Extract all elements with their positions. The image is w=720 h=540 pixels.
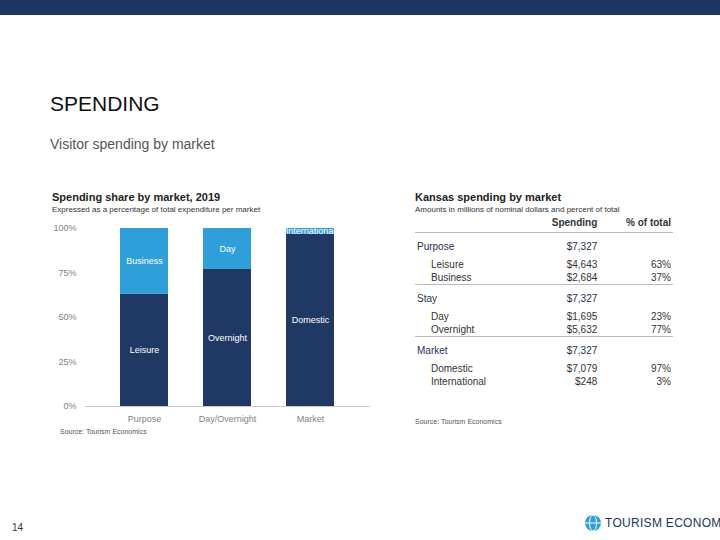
- html-text:$248: $248: [575, 376, 598, 387]
- html-text:$4,643: $4,643: [566, 259, 598, 270]
- html-text:37%: 37%: [651, 272, 671, 283]
- svg-text:Purpose: Purpose: [128, 414, 162, 424]
- html-text:23%: 23%: [651, 311, 671, 322]
- svg-text:Market: Market: [297, 414, 325, 424]
- html-text:$7,079: $7,079: [566, 363, 598, 374]
- svg-text:Leisure: Leisure: [130, 345, 160, 355]
- svg-text:50%: 50%: [58, 312, 76, 322]
- html-text:Source: Tourism Economics: Source: Tourism Economics: [60, 428, 147, 435]
- html-text:Source: Tourism Economics: Source: Tourism Economics: [415, 418, 502, 425]
- html-text:Stay: Stay: [417, 293, 437, 304]
- html-text:97%: 97%: [651, 363, 671, 374]
- html-text:Expressed as a percentage of t: Expressed as a percentage of total expen…: [52, 205, 261, 214]
- html-text:Business: Business: [431, 272, 472, 283]
- html-text:SPENDING: SPENDING: [50, 92, 160, 115]
- html-text:Amounts in millions of nominal: Amounts in millions of nominal dollars a…: [415, 205, 620, 214]
- html-text:Domestic: Domestic: [431, 363, 473, 374]
- html-text:63%: 63%: [651, 259, 671, 270]
- svg-text:0%: 0%: [63, 401, 76, 411]
- svg-text:Domestic: Domestic: [292, 315, 330, 325]
- html-text:$7,327: $7,327: [566, 293, 598, 304]
- html-text:Overnight: Overnight: [431, 324, 475, 335]
- svg-text:Business: Business: [126, 256, 163, 266]
- svg-text:25%: 25%: [58, 357, 76, 367]
- svg-text:Overnight: Overnight: [208, 333, 248, 343]
- html-text:% of total: % of total: [626, 217, 671, 228]
- html-text:Visitor spending by market: Visitor spending by market: [50, 136, 215, 152]
- html-text:Kansas spending by market: Kansas spending by market: [415, 191, 562, 203]
- html-text:Day: Day: [431, 311, 449, 322]
- svg-text:International: International: [286, 226, 336, 236]
- html-text:$7,327: $7,327: [566, 241, 598, 252]
- html-text:14: 14: [12, 522, 24, 533]
- html-text:Leisure: Leisure: [431, 259, 464, 270]
- svg-text:Day/Overnight: Day/Overnight: [199, 414, 257, 424]
- svg-text:Day: Day: [219, 244, 236, 254]
- html-text:Purpose: Purpose: [417, 241, 455, 252]
- svg-text:100%: 100%: [53, 223, 76, 233]
- html-text:$2,684: $2,684: [566, 272, 598, 283]
- html-text:Spending share by market, 2019: Spending share by market, 2019: [52, 191, 221, 203]
- html-text:$1,695: $1,695: [566, 311, 598, 322]
- html-text:77%: 77%: [651, 324, 671, 335]
- html-text:3%: 3%: [656, 376, 671, 387]
- html-text:$5,632: $5,632: [566, 324, 598, 335]
- html-text:Market: Market: [417, 345, 448, 356]
- svg-text:75%: 75%: [58, 268, 76, 278]
- html-text:$7,327: $7,327: [566, 345, 598, 356]
- html-text:Spending: Spending: [551, 217, 598, 228]
- html-text:International: International: [431, 376, 486, 387]
